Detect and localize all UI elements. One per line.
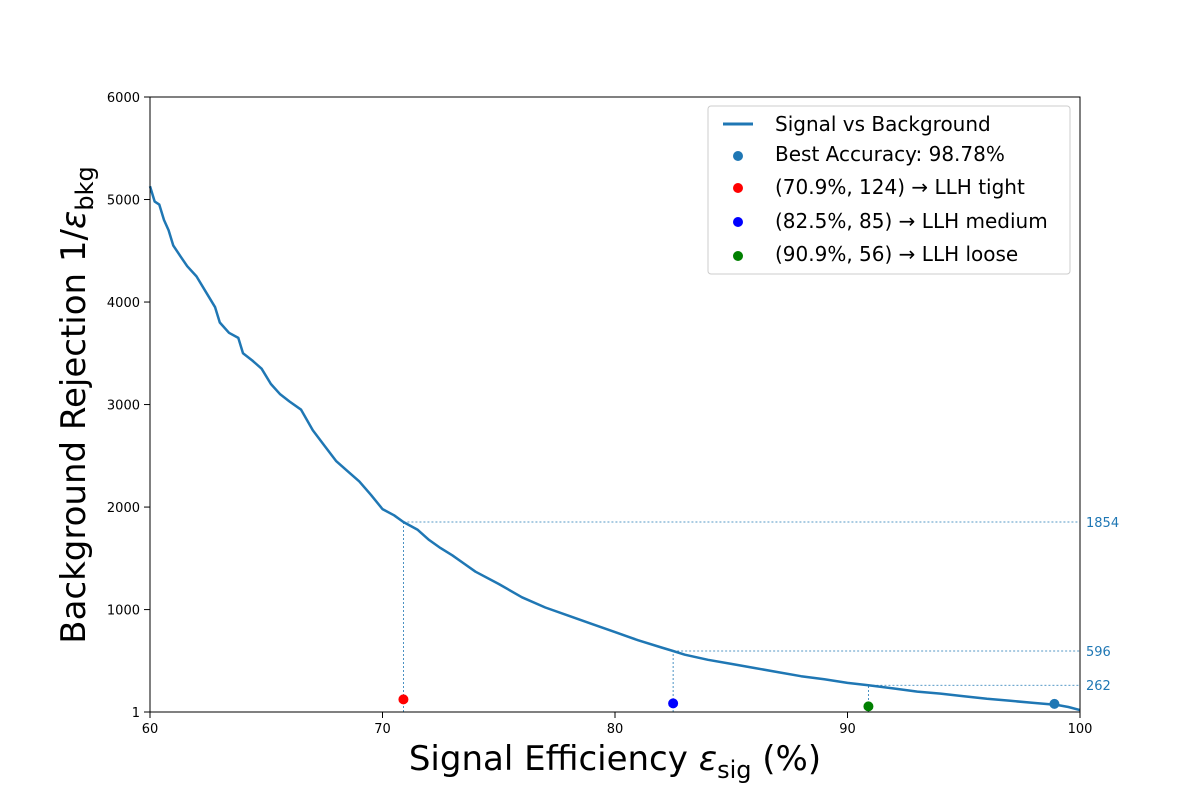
x-tick-label: 100 [1068,722,1093,737]
ref-value-label: 1854 [1086,516,1119,531]
reference-labels: 1854 596 262 [1086,516,1119,694]
x-tick-label: 60 [142,722,159,737]
legend-loose-arrow: → [899,242,916,266]
x-axis-label-symbol: ε [699,739,717,779]
legend-marker-loose [733,251,743,261]
y-axis-ticks: 1 1000 2000 3000 4000 5000 6000 [107,91,150,721]
legend-medium-label: (82.5%, 85) → LLH medium [775,209,1048,233]
legend-loose-values: (90.9%, 56) [775,242,892,266]
x-axis-ticks: 60 70 80 90 100 [142,712,1093,737]
legend-tight-label: (70.9%, 124) → LLH tight [775,175,1025,199]
legend-marker-tight [733,183,743,193]
x-axis-label-suffix: (%) [751,739,821,779]
y-tick-label: 3000 [107,399,140,414]
legend-tight-tag: LLH tight [935,175,1025,199]
legend-marker-medium [733,217,743,227]
series-layer [148,185,1081,712]
x-tick-label: 80 [607,722,624,737]
x-tick-label: 70 [374,722,391,737]
legend-medium-tag: LLH medium [922,209,1048,233]
legend-series-label: Signal vs Background [775,112,991,136]
legend-box [707,105,1071,275]
legend-loose-label: (90.9%, 56) → LLH loose [775,242,1018,266]
marker-layer [398,694,1060,712]
y-tick-label: 5000 [107,194,140,209]
marker-point-llh-tight [398,694,409,705]
y-axis-label: Background Rejection 1/εbkg [54,166,99,644]
y-tick-label: 6000 [107,91,140,106]
legend-medium-arrow: → [899,209,916,233]
ref-value-label: 262 [1086,679,1111,694]
marker-point-llh-loose [863,701,874,712]
legend-best-label: Best Accuracy: 98.78% [775,142,1005,166]
y-tick-label: 1 [132,706,140,721]
legend-loose-tag: LLH loose [922,242,1018,266]
x-axis-label: Signal Efficiency εsig (%) [409,739,821,784]
y-axis-label-subscript: bkg [71,166,99,210]
ref-value-label: 596 [1086,645,1111,660]
x-axis-label-main: Signal Efficiency [409,739,699,779]
y-axis-label-main: Background Rejection 1/ [54,228,94,643]
marker-point-best-accuracy [1049,698,1060,709]
x-tick-label: 90 [839,722,856,737]
y-tick-label: 1000 [107,604,140,619]
y-tick-label: 4000 [107,296,140,311]
legend-marker-best [733,151,743,161]
legend: Signal vs Background Best Accuracy: 98.7… [707,105,1071,275]
series-line-signal-vs-background [148,185,1081,712]
y-tick-label: 2000 [107,501,140,516]
legend-tight-values: (70.9%, 124) [775,175,905,199]
marker-point-llh-medium [668,698,679,709]
x-axis-label-subscript: sig [717,756,751,784]
legend-tight-arrow: → [911,175,928,199]
y-axis-label-symbol: ε [54,211,94,229]
legend-medium-values: (82.5%, 85) [775,209,892,233]
